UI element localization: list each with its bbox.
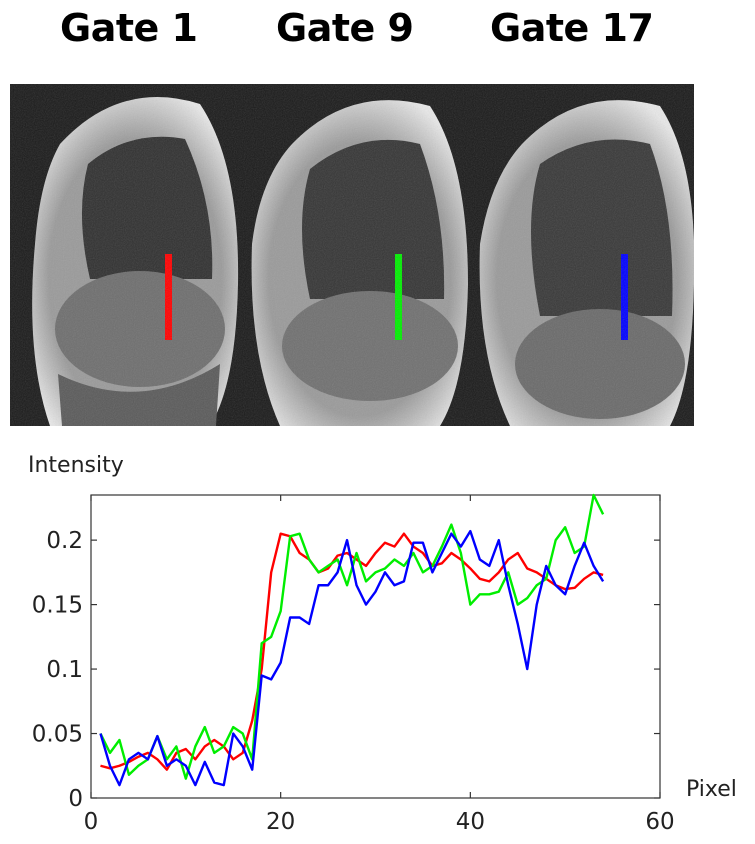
mri-image-strip bbox=[10, 84, 694, 426]
y-tick-label: 0.05 bbox=[32, 722, 83, 748]
series-line-3 bbox=[99, 529, 605, 787]
y-tick-label: 0.2 bbox=[46, 528, 83, 554]
gate-17-title: Gate 17 bbox=[490, 6, 654, 50]
y-axis-label: Intensity bbox=[28, 453, 124, 478]
x-tick-label: 20 bbox=[266, 809, 295, 835]
gate-1-title: Gate 1 bbox=[60, 6, 198, 50]
series-line-2 bbox=[99, 493, 605, 780]
x-tick-label: 0 bbox=[84, 809, 99, 835]
x-axis-label: Pixel bbox=[686, 777, 737, 802]
plot-area: 0 20 40 60 0 0.05 0.1 0.15 0.2 bbox=[32, 493, 675, 835]
x-tick-label: 60 bbox=[645, 809, 674, 835]
y-tick-label: 0.15 bbox=[32, 593, 83, 619]
y-tick-label: 0 bbox=[68, 786, 83, 812]
gate-9-title: Gate 9 bbox=[276, 6, 414, 50]
x-tick-label: 40 bbox=[456, 809, 485, 835]
y-tick-label: 0.1 bbox=[46, 657, 83, 683]
series-line-1 bbox=[100, 532, 604, 771]
intensity-profile-chart: Intensity Pixel 0 20 40 60 0 0.05 0.1 0.15 0.2 bbox=[28, 453, 737, 835]
axes-box bbox=[90, 494, 661, 799]
